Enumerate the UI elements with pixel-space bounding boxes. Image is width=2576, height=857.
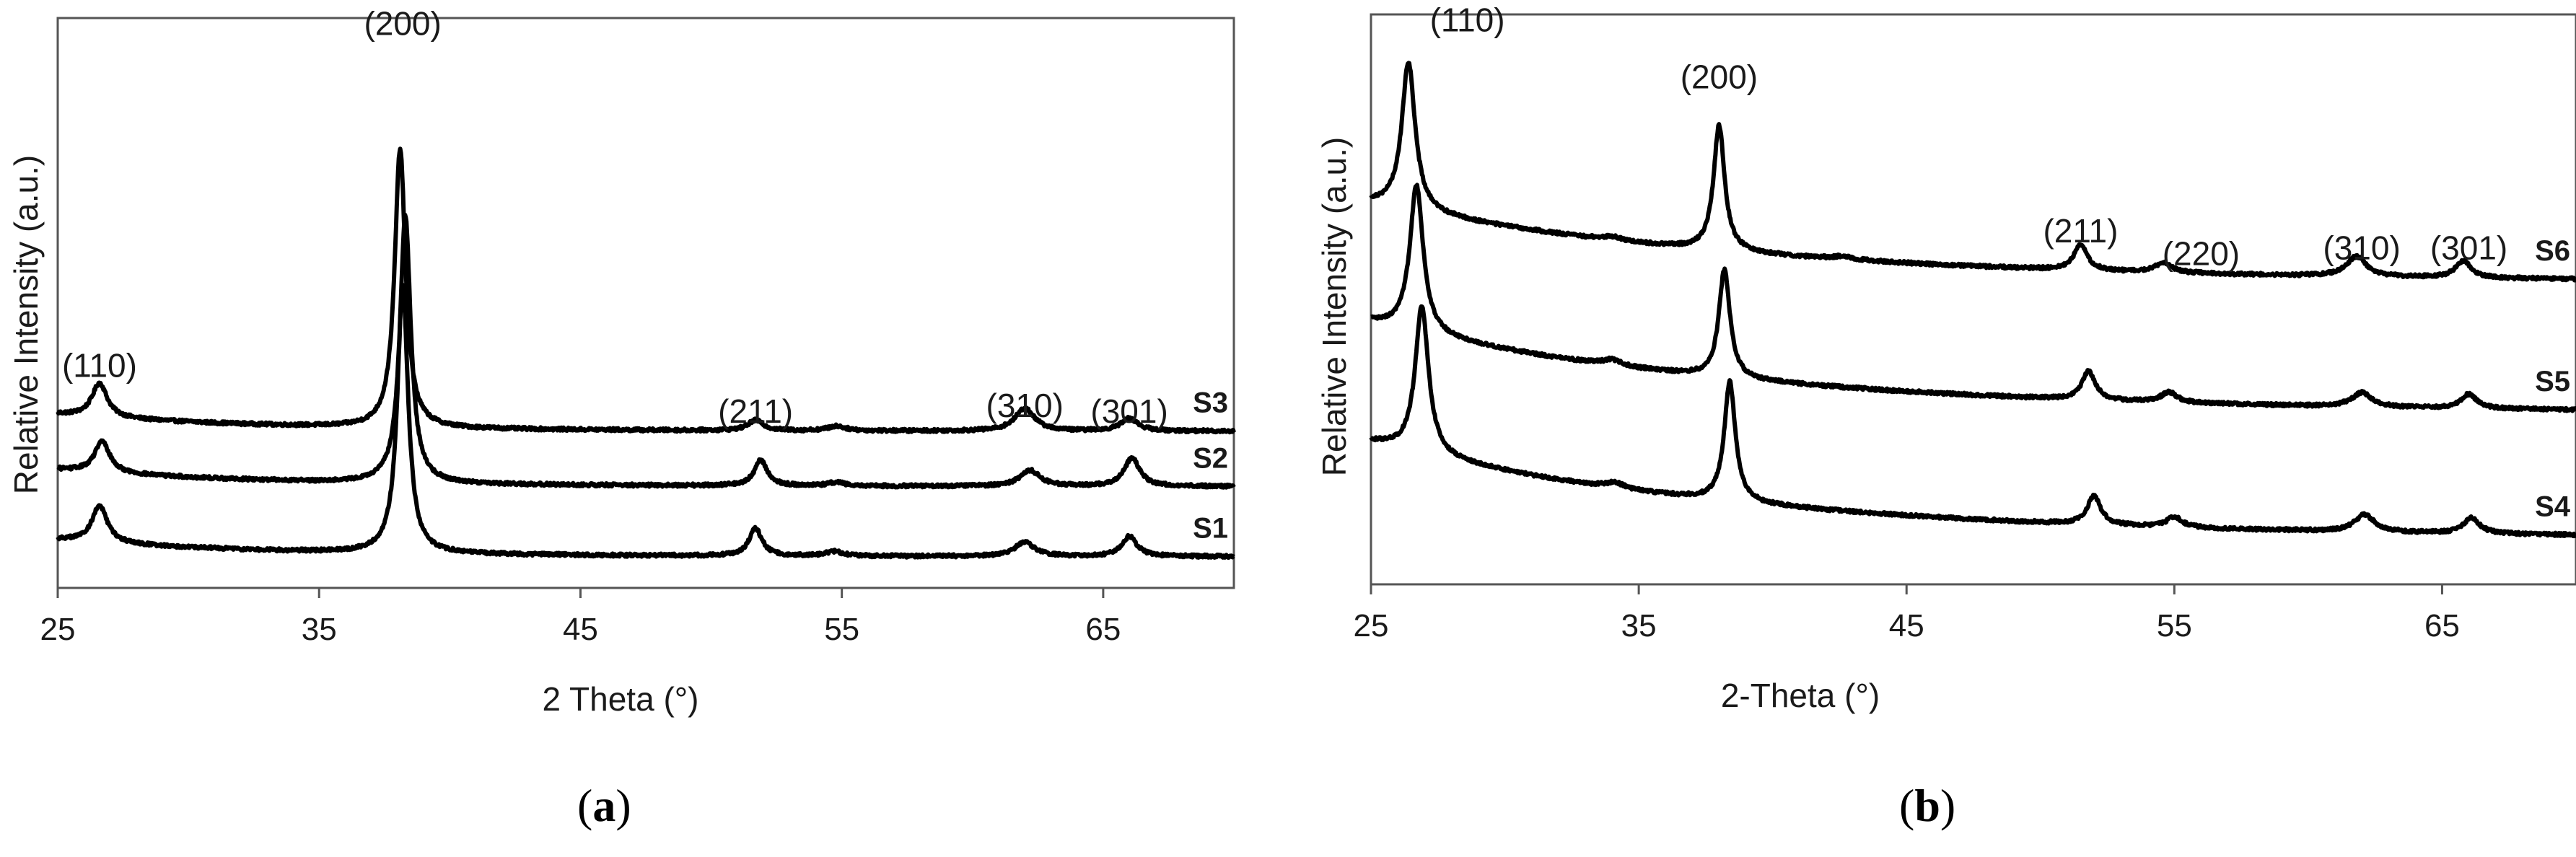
chart-panel-b: 25 35 45 55 65 2-Theta (°) Relative Intensity … xyxy=(1315,1,2576,714)
plot-area-frame xyxy=(1370,13,2576,586)
chart-panel-a: 25 35 45 55 65 2 Theta (°) Relative Intensity … xyxy=(7,5,1236,718)
peak-label: (211) xyxy=(2043,212,2118,250)
x-axis-title: 2-Theta (°) xyxy=(1721,677,1880,714)
x-tick-label: 45 xyxy=(1889,608,1924,643)
y-axis-title: Relative Intensity (a.u.) xyxy=(7,155,45,494)
panel-label-b: (b) xyxy=(1899,780,1956,831)
series-line-s3 xyxy=(56,146,1236,435)
panel-letter-b: b xyxy=(1914,780,1940,831)
panel-label-a: (a) xyxy=(577,780,631,831)
peak-label: (220) xyxy=(2163,235,2240,273)
series-line-s5 xyxy=(1370,183,2576,413)
series-line-s2 xyxy=(56,212,1236,490)
peak-label: (301) xyxy=(2430,229,2507,267)
x-tick-label: 65 xyxy=(1085,612,1121,647)
series-label-s5: S5 xyxy=(2535,366,2570,397)
series-label-s6: S6 xyxy=(2535,235,2570,267)
x-tick-label: 25 xyxy=(40,612,76,647)
x-tick-label: 45 xyxy=(563,612,598,647)
x-tick-label: 35 xyxy=(302,612,337,647)
y-axis-title: Relative Intensity (a.u.) xyxy=(1315,137,1353,476)
peak-label: (211) xyxy=(718,392,793,430)
x-axis-title: 2 Theta (°) xyxy=(543,680,699,718)
peak-label: (110) xyxy=(62,347,137,384)
series-line-s4 xyxy=(1369,304,2576,539)
peak-label: (110) xyxy=(1430,1,1505,39)
series-line-s1 xyxy=(56,283,1235,561)
series-line-s6 xyxy=(1369,61,2576,283)
peak-label: (200) xyxy=(364,5,441,43)
series-label-s2: S2 xyxy=(1193,442,1228,474)
series-label-s1: S1 xyxy=(1193,512,1228,544)
x-tick-label: 55 xyxy=(824,612,859,647)
x-tick-label: 35 xyxy=(1621,608,1657,643)
series-label-s4: S4 xyxy=(2535,491,2571,522)
x-tick-label: 55 xyxy=(2157,608,2192,643)
peak-label: (200) xyxy=(1681,58,1758,96)
peak-label: (310) xyxy=(986,387,1064,424)
x-tick-label: 25 xyxy=(1354,608,1389,643)
peak-label: (310) xyxy=(2323,229,2400,267)
panel-letter-a: a xyxy=(592,780,616,831)
series-label-s3: S3 xyxy=(1193,387,1228,419)
x-tick-label: 65 xyxy=(2424,608,2460,643)
peak-label: (301) xyxy=(1090,392,1167,430)
plot-area-frame xyxy=(56,17,1235,589)
